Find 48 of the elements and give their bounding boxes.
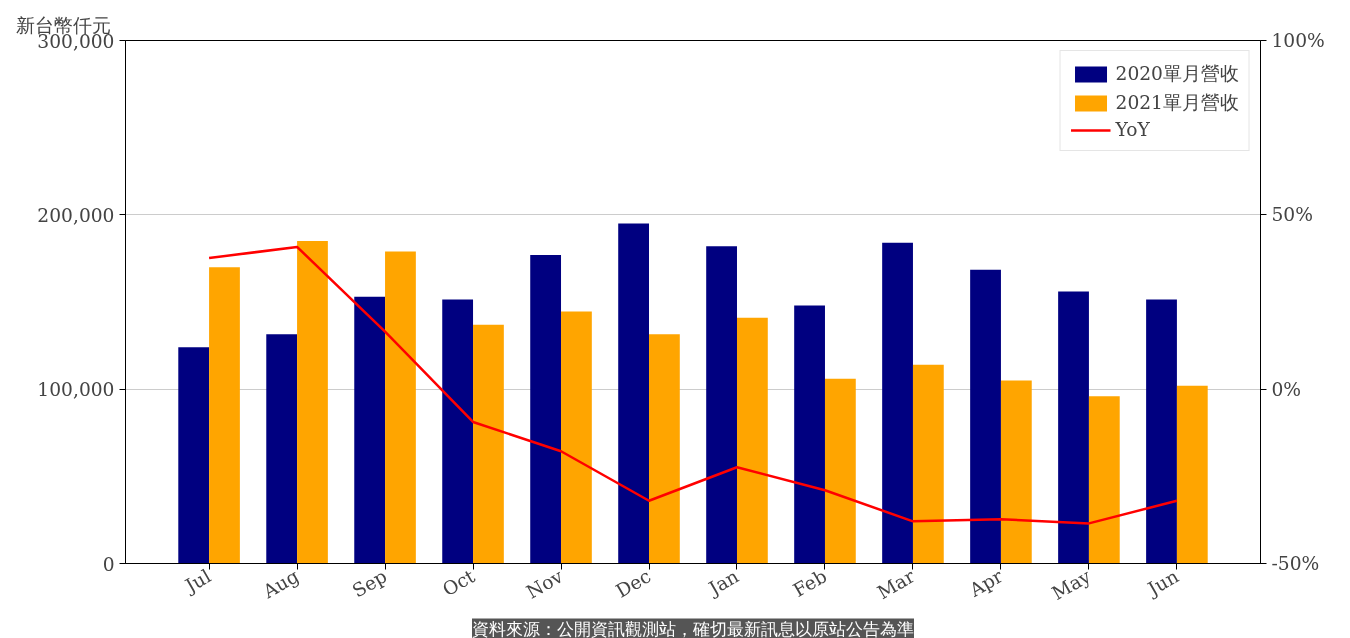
line-series [207, 245, 1179, 525]
bar [1088, 396, 1120, 564]
bar [736, 317, 768, 564]
y-tick-label: 100,000 [37, 379, 115, 401]
y-tick-label: 200,000 [37, 204, 115, 226]
bar [442, 299, 474, 564]
bar [706, 246, 737, 564]
y2-tick-label: 50% [1271, 204, 1313, 226]
bar [385, 251, 416, 564]
x-tick-label: Oct [439, 565, 479, 601]
y2-tick-label: 0% [1271, 378, 1302, 400]
legend-label: 2021單月營收 [1115, 91, 1239, 115]
bar [618, 223, 650, 564]
x-tick-label: Jun [1142, 565, 1183, 601]
bar [209, 267, 240, 564]
bar [473, 324, 504, 564]
y2-tick-label: 100% [1271, 30, 1325, 51]
bar [1146, 299, 1177, 564]
legend-label: 2020單月營收 [1115, 62, 1239, 86]
bar [882, 242, 913, 564]
x-tick-label: Nov [522, 565, 567, 603]
bar [970, 269, 1001, 564]
source-note: 資料來源：公開資訊觀測站，確切最新訊息以原站公告為準 [472, 618, 914, 638]
x-tick-label: May [1048, 565, 1095, 604]
x-tick-label: Jul [180, 565, 215, 598]
x-tick-label: Aug [258, 565, 303, 603]
bar [824, 378, 856, 564]
y-tick-label: 0 [102, 553, 115, 575]
bar [649, 334, 680, 564]
bar [1176, 385, 1208, 564]
x-tick-label: Dec [612, 565, 655, 602]
legend-label: YoY [1115, 119, 1150, 140]
x-tick-label: Feb [789, 565, 831, 602]
bar [912, 364, 944, 564]
bar [178, 347, 210, 564]
bar [354, 296, 386, 564]
bar [266, 334, 298, 564]
bar [561, 311, 592, 564]
x-tick-label: Mar [873, 565, 919, 604]
x-tick-label: Jan [703, 565, 743, 600]
y2-tick-label: -50% [1271, 553, 1320, 574]
x-tick-label: Sep [348, 565, 391, 602]
bar [1000, 380, 1032, 564]
bar [297, 240, 328, 564]
bar [1058, 291, 1089, 564]
x-tick-label: Apr [965, 565, 1007, 602]
bar [794, 305, 825, 564]
bar [530, 254, 562, 564]
